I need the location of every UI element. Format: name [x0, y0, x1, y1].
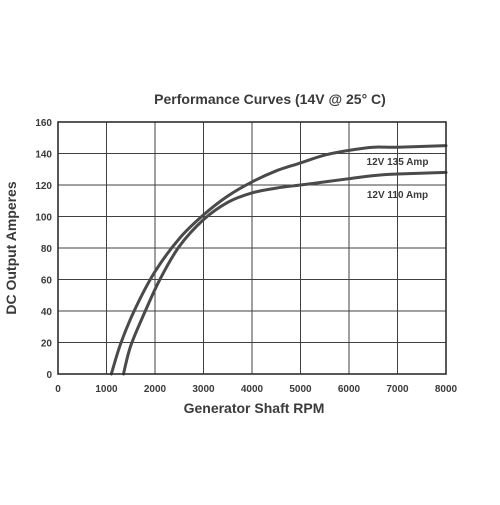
x-tick-label: 6000: [338, 384, 361, 395]
grid: [58, 122, 446, 374]
x-tick-label: 0: [55, 384, 61, 395]
y-tick-label: 60: [41, 276, 53, 287]
y-tick-label: 80: [41, 244, 53, 255]
y-tick-label: 160: [35, 118, 52, 129]
series-label: 12V 110 Amp: [367, 190, 428, 201]
series-label: 12V 135 Amp: [367, 157, 429, 168]
x-axis-label: Generator Shaft RPM: [184, 400, 325, 416]
x-tick-label: 3000: [192, 384, 215, 395]
plot-frame: [57, 121, 447, 375]
y-tick-label: 40: [41, 307, 53, 318]
y-tick-label: 120: [35, 181, 52, 192]
y-tick-label: 100: [35, 213, 52, 224]
tick-labels: 0 1000 2000 3000 4000 5000 6000 7000 8000 0 20 40 60…: [35, 118, 457, 395]
y-tick-label: 20: [41, 339, 53, 350]
series-curves: [109, 144, 448, 376]
y-tick-label: 0: [46, 370, 52, 381]
x-tick-label: 4000: [241, 384, 264, 395]
chart-title: Performance Curves (14V @ 25° C): [154, 91, 386, 107]
series-line: [109, 144, 448, 376]
y-tick-label: 140: [35, 150, 52, 161]
y-axis-label: DC Output Amperes: [3, 181, 19, 314]
series-line: [122, 170, 448, 376]
x-tick-label: 7000: [386, 384, 409, 395]
series-labels: 12V 135 Amp 12V 110 Amp: [367, 157, 429, 201]
x-tick-label: 5000: [289, 384, 312, 395]
x-tick-label: 1000: [95, 384, 118, 395]
x-tick-label: 2000: [144, 384, 167, 395]
x-tick-label: 8000: [435, 384, 458, 395]
